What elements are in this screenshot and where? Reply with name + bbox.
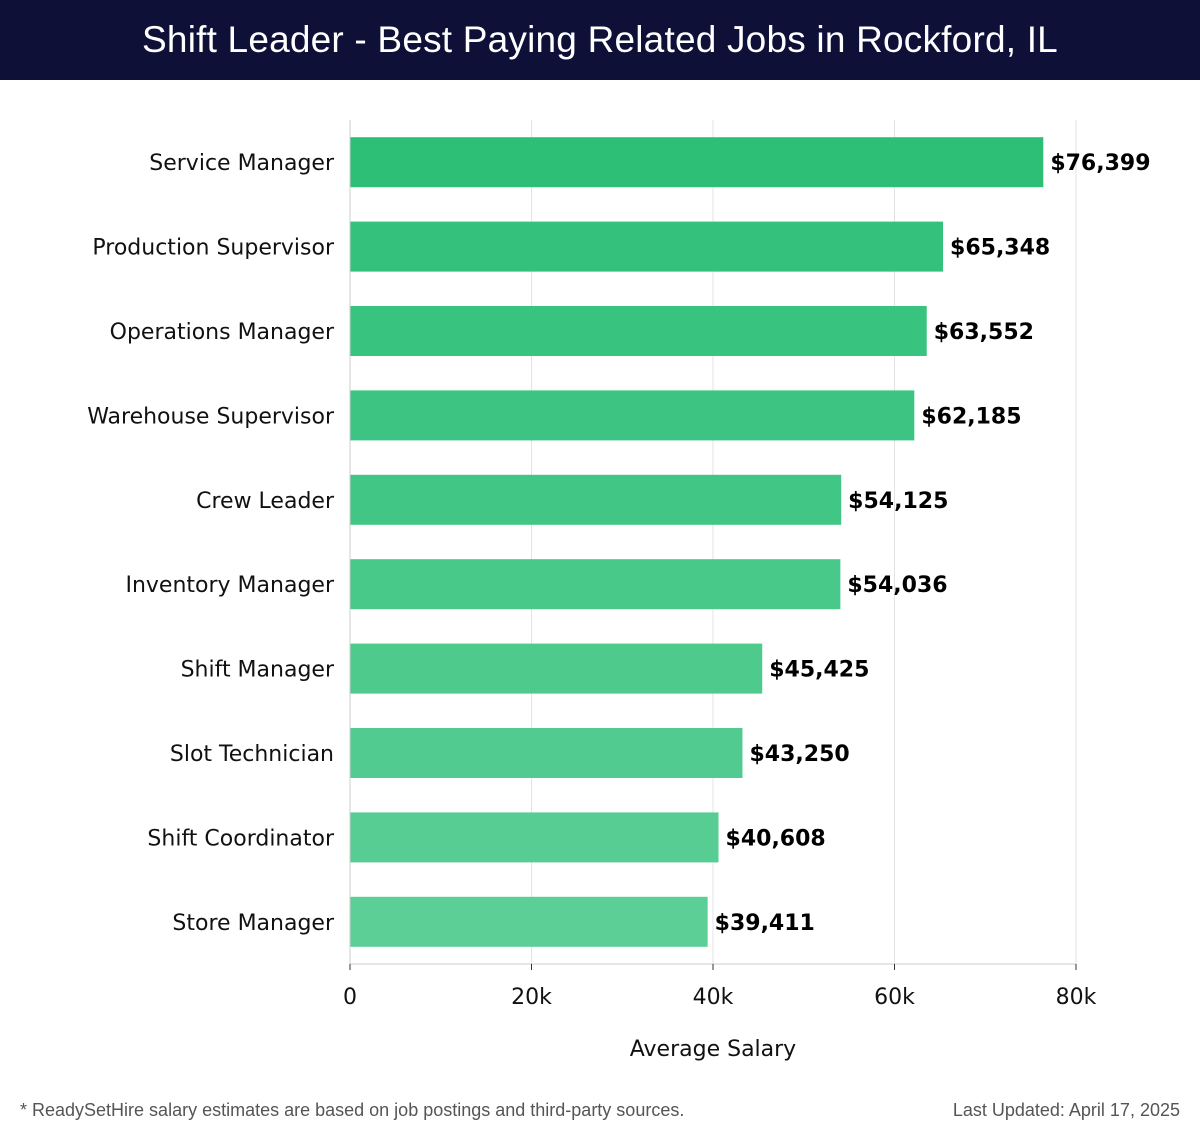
value-label: $65,348 <box>950 236 1050 261</box>
x-axis-title: Average Salary <box>630 1037 796 1062</box>
chart-title: Shift Leader - Best Paying Related Jobs … <box>0 0 1200 80</box>
bar <box>350 221 944 272</box>
value-label: $39,411 <box>715 911 815 936</box>
value-label: $54,036 <box>847 573 947 598</box>
category-label: Service Manager <box>149 151 335 176</box>
value-label: $45,425 <box>769 658 869 683</box>
value-label: $63,552 <box>934 320 1034 345</box>
bar <box>350 812 719 863</box>
x-tick-label: 20k <box>511 985 552 1010</box>
category-label: Operations Manager <box>110 320 335 345</box>
x-tick-label: 80k <box>1056 985 1097 1010</box>
value-label: $62,185 <box>921 404 1021 429</box>
footnote: * ReadySetHire salary estimates are base… <box>20 1100 685 1120</box>
bar <box>350 306 927 356</box>
bar <box>350 559 841 610</box>
x-tick-label: 60k <box>874 985 915 1010</box>
value-label: $43,250 <box>749 742 849 767</box>
value-label: $76,399 <box>1050 151 1150 176</box>
value-label: $40,608 <box>726 826 826 851</box>
category-label: Inventory Manager <box>125 573 334 598</box>
category-label: Warehouse Supervisor <box>87 404 335 429</box>
bar <box>350 390 915 441</box>
last-updated: Last Updated: April 17, 2025 <box>952 1100 1180 1120</box>
category-label: Production Supervisor <box>92 236 335 261</box>
x-tick-label: 40k <box>693 985 734 1010</box>
bar <box>350 896 708 947</box>
bar <box>350 728 743 778</box>
bar-chart: Service Manager $76,399 Production Supervi… <box>87 120 1151 1062</box>
category-label: Shift Manager <box>181 658 335 683</box>
category-label: Shift Coordinator <box>147 826 335 851</box>
category-label: Store Manager <box>172 911 335 936</box>
bars: Service Manager $76,399 Production Supervi… <box>87 137 1151 947</box>
bar <box>350 643 763 694</box>
value-label: $54,125 <box>848 489 948 514</box>
bar <box>350 474 842 525</box>
category-label: Crew Leader <box>196 489 335 514</box>
x-tick-label: 0 <box>343 985 357 1010</box>
bar <box>350 137 1044 188</box>
x-axis: 0 20k 40k 60k 80k <box>343 120 1097 1010</box>
category-label: Slot Technician <box>170 742 334 767</box>
